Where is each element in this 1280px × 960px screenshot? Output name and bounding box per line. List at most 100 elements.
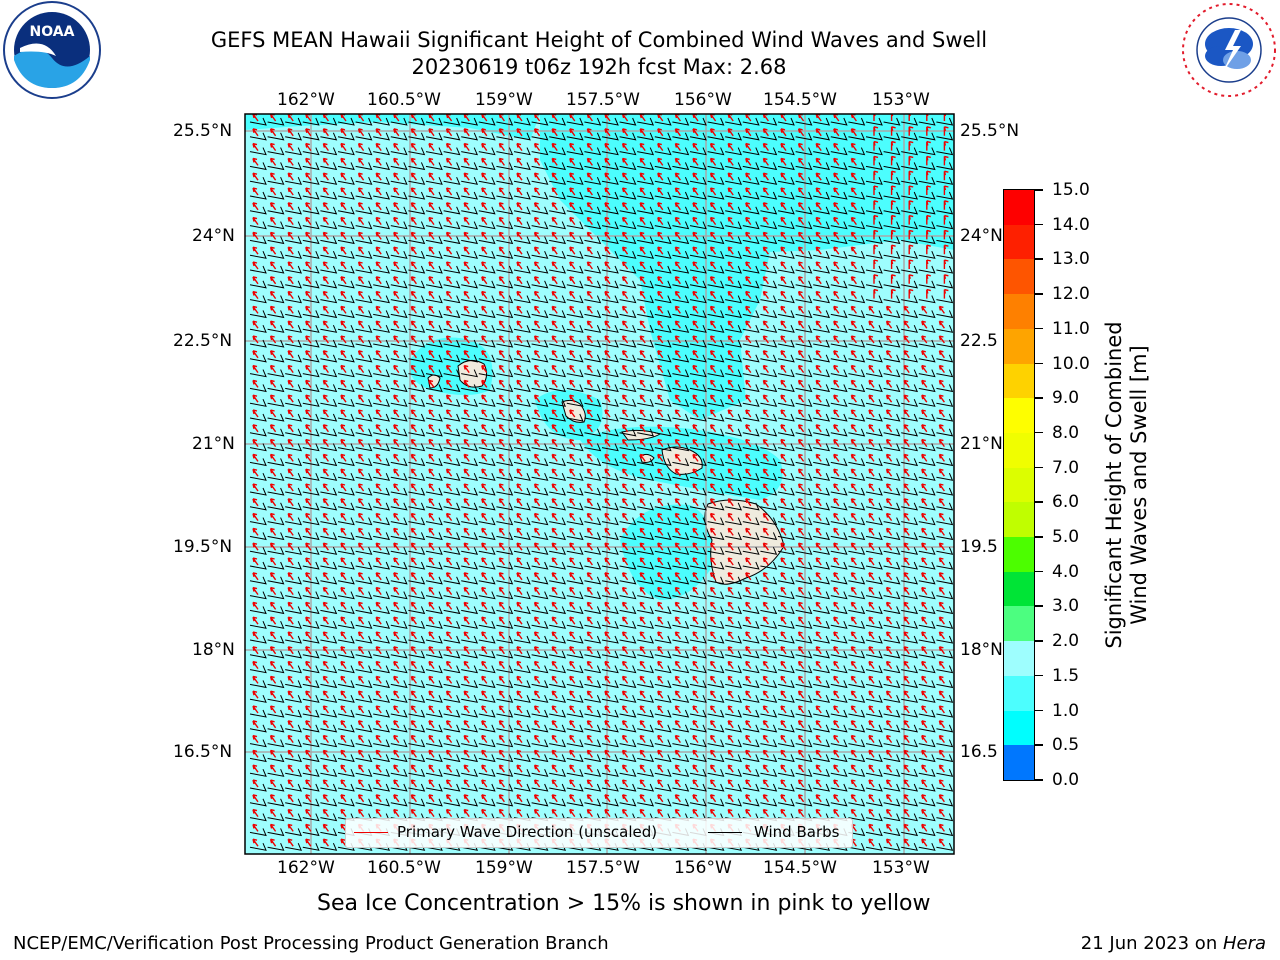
wind-barb [707, 236, 725, 245]
wind-barb [302, 680, 320, 689]
wind-barb [531, 487, 549, 496]
wind-barb [619, 236, 637, 245]
wind-barb [707, 339, 725, 348]
colorbar-segment [1004, 537, 1034, 573]
wind-barb [566, 650, 584, 659]
wave-arrow [639, 483, 646, 492]
wind-barb [830, 769, 848, 777]
wave-arrow [692, 438, 699, 448]
wave-arrow [375, 557, 382, 566]
wave-arrow [322, 231, 329, 240]
wind-barb [760, 132, 778, 141]
wind-barb [760, 251, 778, 259]
wave-arrow [727, 453, 734, 462]
wind-barb [496, 754, 514, 763]
wind-barb [320, 561, 338, 570]
wind-barb [320, 280, 338, 289]
wind-barb [566, 191, 584, 200]
wind-barb [267, 487, 285, 496]
wave-arrow [586, 527, 593, 536]
wave-arrow [890, 214, 896, 225]
wind-barb [619, 754, 637, 763]
wave-arrow [797, 305, 805, 314]
wind-barb [531, 369, 549, 378]
wind-barb [813, 635, 831, 644]
wave-arrow [393, 379, 400, 388]
wave-arrow [943, 244, 949, 255]
wind-barb [513, 665, 531, 674]
wind-barb [742, 473, 760, 481]
wind-barb [619, 339, 637, 348]
wind-barb [883, 325, 901, 333]
colorbar-tick-mark [1035, 570, 1043, 573]
wind-barb [461, 458, 479, 467]
wind-barb [813, 695, 831, 703]
wave-arrow [604, 187, 611, 196]
wave-arrow [393, 572, 400, 581]
wave-arrow [604, 468, 611, 477]
wave-arrow [868, 616, 875, 625]
wind-barb [883, 369, 901, 378]
wind-barb [672, 384, 690, 393]
wave-arrow [516, 527, 523, 536]
colorbar-tick-label: 14.0 [1052, 214, 1090, 235]
wave-arrow [657, 187, 664, 196]
wind-barb [461, 576, 479, 585]
wind-barb [672, 783, 690, 792]
wave-arrow [305, 631, 312, 640]
wind-barb [496, 576, 514, 585]
wave-arrow [815, 379, 822, 388]
wave-arrow [727, 290, 734, 300]
wind-barb [320, 443, 338, 452]
wind-barb [865, 236, 883, 245]
wind-barb [549, 754, 567, 763]
wind-barb [408, 295, 426, 304]
wind-barb [637, 783, 655, 792]
wave-arrow [481, 172, 488, 181]
wave-arrow [745, 157, 752, 166]
wave-arrow [375, 512, 382, 522]
wave-arrow [287, 350, 294, 359]
wind-barb [601, 576, 619, 585]
wind-barb [355, 132, 373, 141]
wind-barb [848, 650, 866, 659]
wind-barb [830, 709, 848, 718]
wave-arrow [428, 216, 435, 226]
wind-barb [865, 709, 883, 718]
wave-arrow [340, 616, 347, 625]
wind-barb [918, 443, 936, 452]
wave-arrow [533, 527, 541, 536]
wave-arrow [727, 305, 734, 314]
wave-arrow [287, 246, 294, 255]
wind-barb [355, 384, 373, 393]
wave-arrow [269, 527, 277, 536]
wind-barb [901, 695, 919, 703]
wave-arrow [903, 438, 910, 448]
wave-arrow [287, 202, 294, 211]
wave-arrow [551, 290, 558, 300]
wind-barb [267, 754, 285, 763]
wind-barb [672, 354, 690, 363]
lon-label-top: 162°W [277, 90, 335, 110]
wind-barb [865, 769, 883, 777]
wind-barb [584, 369, 602, 378]
wind-barb [390, 547, 408, 555]
wind-barb [285, 458, 303, 467]
wind-barb [425, 177, 443, 185]
wave-arrow [340, 379, 347, 388]
wind-barb [373, 162, 391, 171]
wave-arrow [481, 128, 488, 137]
wave-arrow [410, 142, 417, 152]
wave-arrow [692, 305, 699, 314]
wind-barb [813, 680, 831, 689]
wind-barb [302, 177, 320, 185]
wind-barb [513, 680, 531, 689]
wind-barb [725, 339, 743, 348]
wind-barb [249, 117, 267, 126]
wind-barb [373, 754, 391, 763]
wind-barb [320, 399, 338, 407]
wave-arrow [269, 498, 277, 507]
wave-arrow [797, 498, 805, 507]
wind-barb [390, 754, 408, 763]
wave-arrow [868, 379, 875, 388]
